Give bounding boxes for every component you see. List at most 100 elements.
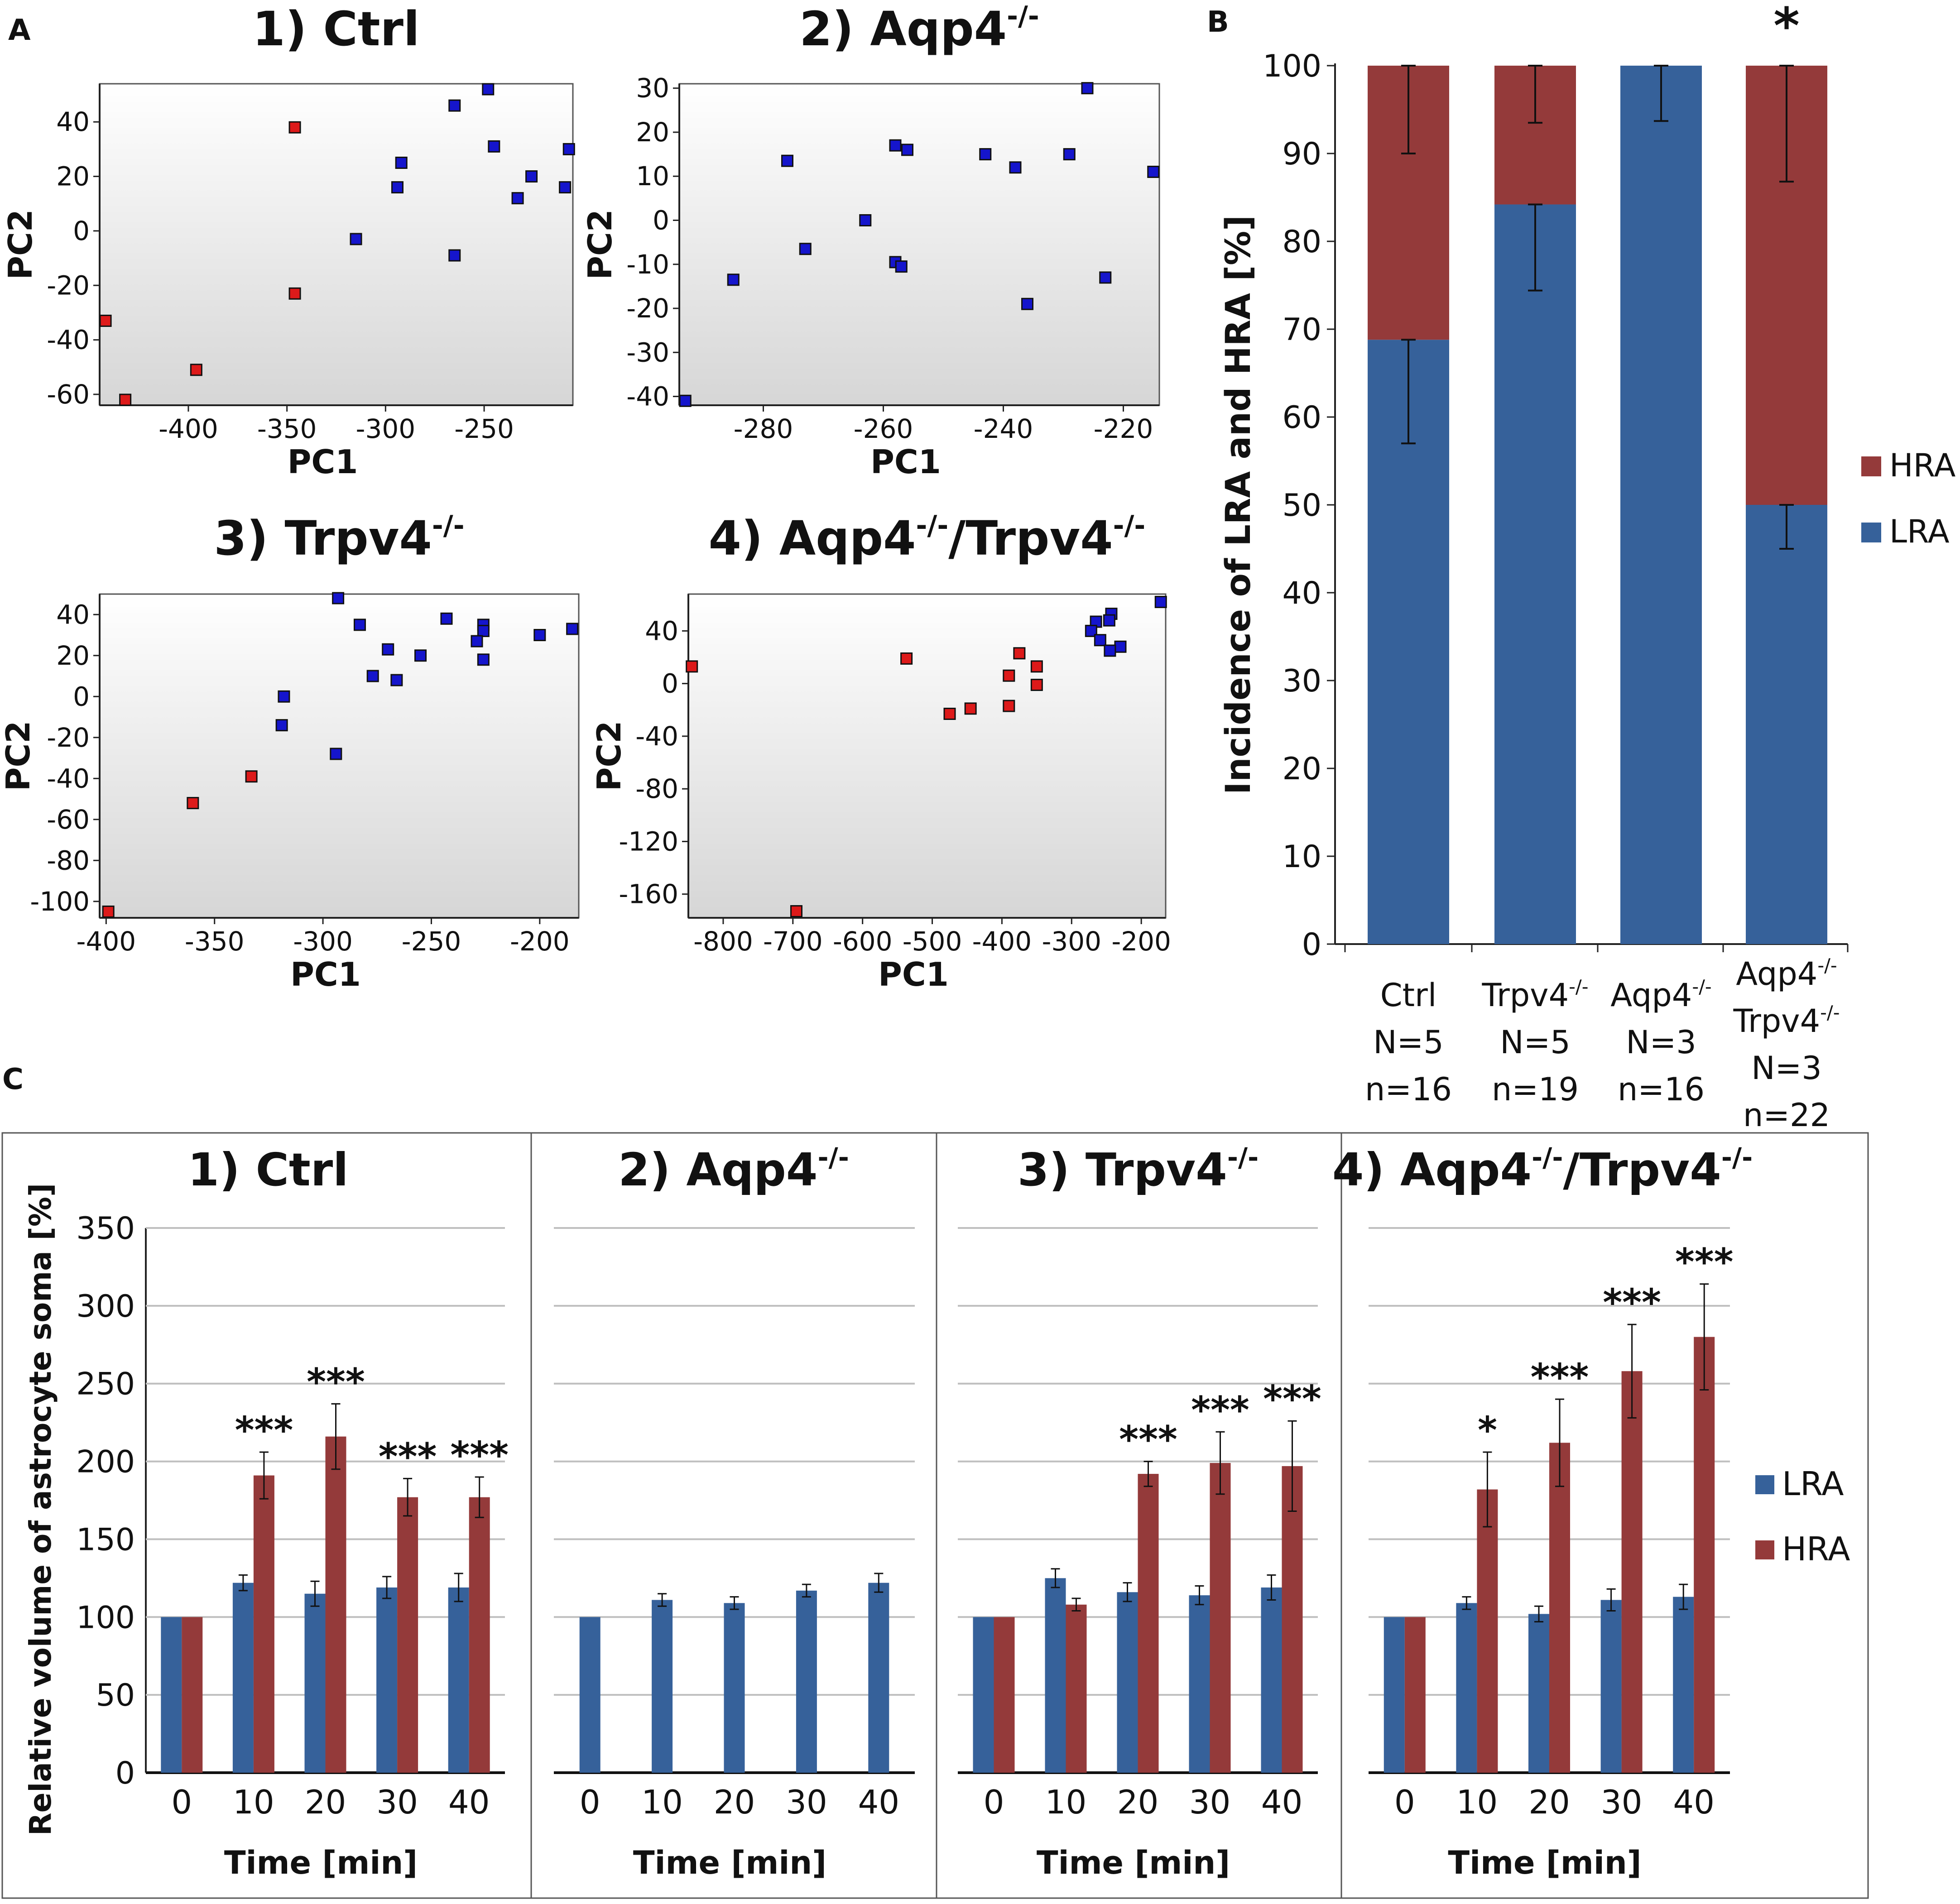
category-label: N=3 — [1751, 1050, 1822, 1087]
panel-label-a: A — [8, 14, 31, 47]
bar-lra — [1456, 1603, 1477, 1773]
scatter-point — [477, 624, 490, 637]
scatter-point — [1114, 640, 1127, 653]
bar-lra — [652, 1600, 673, 1773]
x-tick-label: 10 — [233, 1783, 274, 1821]
y-axis-label: Incidence of LRA and HRA [%] — [1218, 215, 1258, 795]
scatter-point — [245, 770, 258, 783]
x-axis-label: PC1 — [288, 443, 358, 481]
scatter-point — [566, 623, 579, 635]
significance-label: * — [1773, 0, 1800, 55]
scatter-point — [366, 670, 379, 682]
x-tick-label: 10 — [641, 1783, 683, 1821]
x-tick-label: 0 — [580, 1783, 600, 1821]
scatter-point — [964, 702, 977, 715]
x-tick-label: -600 — [833, 926, 893, 957]
x-tick-label: -300 — [293, 926, 353, 957]
x-tick-label: -400 — [972, 926, 1032, 957]
y-tick-label: 350 — [76, 1211, 135, 1247]
x-axis-label: Time [min] — [1037, 1844, 1230, 1881]
scatter-point — [414, 649, 427, 662]
x-tick-label: 40 — [1261, 1783, 1303, 1821]
bar-lra — [796, 1590, 817, 1773]
scatter-point — [391, 181, 404, 194]
category-label-part-0: N=3 — [1751, 1050, 1822, 1087]
category-label-part-0: Aqp4 — [1610, 977, 1692, 1014]
bar-lra — [579, 1617, 600, 1773]
bar-lra — [1528, 1614, 1549, 1773]
panel-title-part-0: 3) Trpv4 — [1018, 1143, 1227, 1196]
scatter-plot-area — [99, 83, 574, 406]
category-label-part-0: N=3 — [1626, 1024, 1696, 1061]
panel-title: 1) Ctrl — [188, 1143, 349, 1196]
panel-title-part-1: -/- — [1532, 1142, 1563, 1173]
bar-lra — [1673, 1597, 1694, 1773]
y-tick-label: -10 — [626, 249, 669, 280]
bar-lra — [1045, 1578, 1066, 1773]
category-label: N=5 — [1373, 1024, 1444, 1061]
scatter-point — [275, 719, 288, 732]
x-tick-label: 20 — [714, 1783, 755, 1821]
scatter-title: 3) Trpv4-/- — [214, 510, 464, 566]
stacked-bar-panel-b: 0 10 20 30 40 50 60 70 80 90 100 Incidence of LRA a… — [1218, 0, 1955, 1134]
scatter-point — [1030, 679, 1043, 691]
scatter-point — [288, 287, 301, 300]
category-label-part-0: n=16 — [1365, 1071, 1452, 1108]
panel-title-part-0: 2) Aqp4 — [618, 1143, 817, 1196]
significance-label: *** — [1119, 1419, 1177, 1462]
scatter-panel-a3: 3) Trpv4-/--400 -350 -300 -250 -200-100-80-6… — [0, 510, 580, 993]
y-tick-label: 0 — [73, 681, 90, 712]
category-label-part-0: Aqp4 — [1736, 955, 1817, 993]
scatter-point — [562, 143, 575, 155]
category-label: Trpv4-/- — [1481, 976, 1588, 1014]
category-label: N=5 — [1500, 1024, 1571, 1061]
bar-hra — [1282, 1466, 1303, 1773]
category-label-part-0: n=19 — [1492, 1071, 1579, 1108]
scatter-point — [727, 273, 740, 286]
significance-label: *** — [450, 1434, 509, 1477]
scatter-point — [525, 170, 538, 183]
x-tick-label: -350 — [185, 926, 245, 957]
y-tick-label: 30 — [1282, 663, 1321, 699]
x-tick-label: -200 — [510, 926, 570, 957]
scatter-point — [1030, 660, 1043, 673]
x-tick-label: 30 — [1601, 1783, 1643, 1821]
category-label: n=16 — [1618, 1071, 1705, 1108]
bar-hra — [253, 1475, 274, 1773]
x-tick-label: 30 — [1189, 1783, 1231, 1821]
legend-label-lra: LRA — [1889, 513, 1950, 550]
scatter-point — [1003, 669, 1015, 682]
scatter-point — [790, 905, 802, 917]
x-tick-label: -700 — [763, 926, 823, 957]
y-tick-label: 20 — [1282, 751, 1321, 787]
category-label: n=22 — [1743, 1097, 1830, 1134]
category-label-part-0: N=5 — [1373, 1024, 1444, 1061]
scatter-title-part-1: -/- — [1007, 0, 1039, 32]
x-tick-label: 20 — [1117, 1783, 1159, 1821]
legend-label-hra: HRA — [1889, 447, 1955, 484]
panel-title-part-2: /Trpv4 — [1563, 1143, 1721, 1196]
x-tick-label: 0 — [984, 1783, 1004, 1821]
scatter-point — [488, 140, 500, 153]
significance-label: *** — [1263, 1378, 1321, 1421]
x-tick-label: 20 — [305, 1783, 346, 1821]
scatter-point — [889, 139, 902, 152]
scatter-title-part-0: 2) Aqp4 — [799, 1, 1007, 57]
y-tick-label: 40 — [1282, 576, 1321, 611]
scatter-title-part-0: 1) Ctrl — [252, 1, 419, 57]
scatter-point — [448, 99, 461, 112]
x-tick-label: 0 — [1394, 1783, 1415, 1821]
scatter-point — [1154, 595, 1167, 608]
category-label: Ctrl — [1380, 977, 1437, 1014]
y-tick-label: -20 — [47, 722, 90, 753]
scatter-point — [119, 393, 132, 406]
x-tick-label: -400 — [159, 413, 218, 444]
legend-swatch-hra — [1861, 456, 1881, 476]
scatter-title: 4) Aqp4-/-/Trpv4-/- — [709, 510, 1146, 566]
y-tick-label: -40 — [47, 763, 90, 794]
scatter-point — [102, 905, 115, 918]
x-tick-label: -200 — [1111, 926, 1171, 957]
panel-title: 4) Aqp4-/-/Trpv4-/- — [1332, 1142, 1753, 1196]
bar-lra — [1600, 1600, 1622, 1773]
scatter-point — [781, 154, 793, 167]
